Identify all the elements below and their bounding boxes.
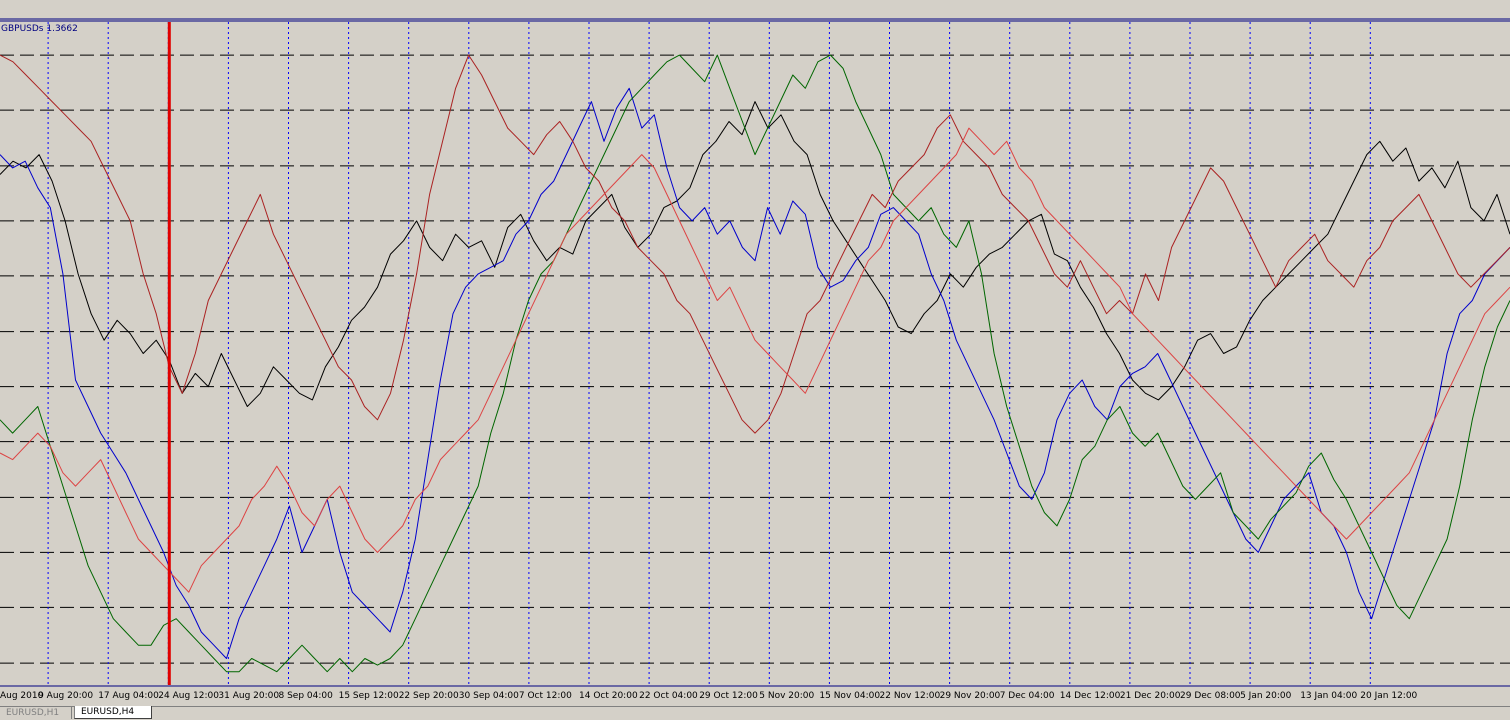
series-line-1 (0, 87, 1510, 659)
tab-eurusd-h4[interactable]: EURUSD,H4 (74, 706, 152, 719)
series-line-0 (0, 101, 1510, 407)
x-tick-label: 24 Aug 12:00 (158, 691, 219, 701)
x-tick-label: 31 Aug 20:00 (218, 691, 279, 701)
x-tick-label: 29 Oct 12:00 (699, 691, 758, 701)
indicator-label: GBPUSDs 1.3662 (1, 24, 78, 34)
x-tick-label: 22 Sep 20:00 (399, 691, 459, 701)
series-line-4 (0, 127, 1510, 593)
x-tick-label: 29 Nov 20:00 (940, 691, 1001, 701)
x-tick-label: 20 Jan 12:00 (1360, 691, 1417, 701)
x-tick-label: 29 Dec 08:00 (1180, 691, 1241, 701)
x-tick-label: 14 Oct 20:00 (579, 691, 638, 701)
x-tick-label: 5 Jan 20:00 (1240, 691, 1292, 701)
series-line-3 (0, 54, 1510, 434)
x-tick-label: 15 Nov 04:00 (819, 691, 880, 701)
x-tick-label: 7 Dec 04:00 (1000, 691, 1055, 701)
x-tick-label: 7 Oct 12:00 (519, 691, 572, 701)
x-tick-label: 9 Aug 20:00 (38, 691, 93, 701)
x-tick-label: 30 Sep 04:00 (459, 691, 519, 701)
series-line-2 (0, 54, 1510, 673)
x-tick-label: Aug 2010 (0, 691, 44, 701)
x-tick-label: 14 Dec 12:00 (1060, 691, 1121, 701)
chart-tab-bar: EURUSD,H1 EURUSD,H4 (0, 706, 1510, 720)
x-tick-label: 22 Oct 04:00 (639, 691, 698, 701)
x-tick-label: 13 Jan 04:00 (1300, 691, 1357, 701)
x-tick-label: 15 Sep 12:00 (339, 691, 399, 701)
x-tick-label: 8 Sep 04:00 (279, 691, 334, 701)
x-tick-label: 17 Aug 04:00 (98, 691, 159, 701)
x-tick-label: 22 Nov 12:00 (880, 691, 941, 701)
tab-eurusd-h1[interactable]: EURUSD,H1 (0, 707, 72, 719)
x-tick-label: 21 Dec 20:00 (1120, 691, 1181, 701)
x-tick-label: 5 Nov 20:00 (759, 691, 814, 701)
